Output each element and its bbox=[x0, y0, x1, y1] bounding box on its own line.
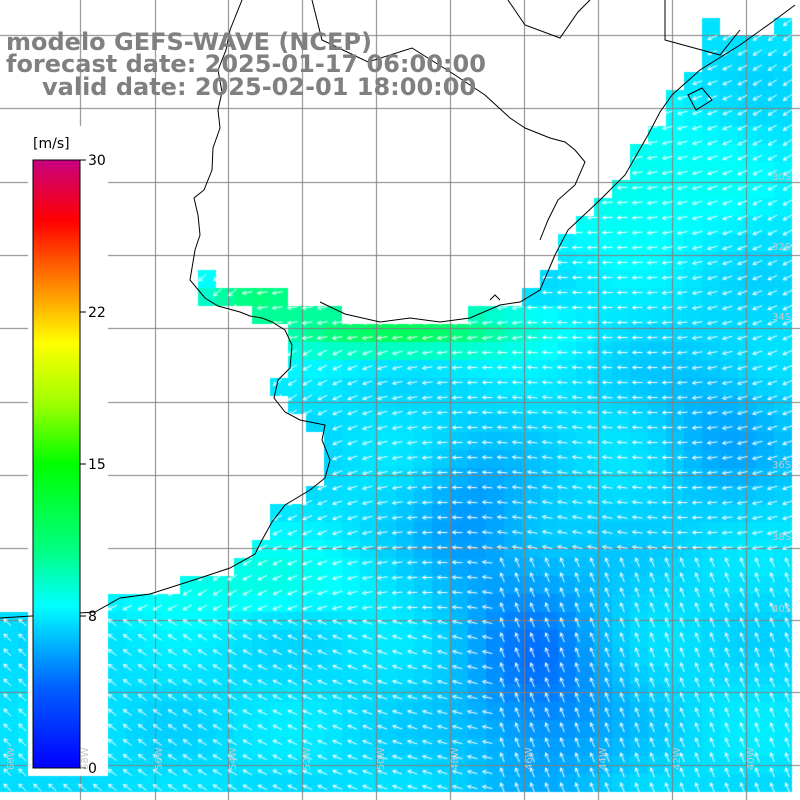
lon-label: 48W bbox=[450, 747, 461, 770]
colorbar-unit: [m/s] bbox=[33, 136, 70, 152]
colorbar-tick-label: 0 bbox=[88, 761, 97, 777]
border-line bbox=[507, 0, 591, 39]
lon-label: 54W bbox=[228, 747, 239, 770]
lon-label: 60W bbox=[6, 747, 17, 770]
colorbar-tick-label: 15 bbox=[88, 457, 106, 473]
lon-label: 50W bbox=[376, 747, 387, 770]
lon-label: 42W bbox=[672, 747, 683, 770]
colorbar-tick-label: 8 bbox=[88, 609, 97, 625]
lon-label: 58W bbox=[80, 747, 91, 770]
colorbar-tick-label: 30 bbox=[88, 153, 106, 169]
colorbar-tick-label: 22 bbox=[88, 305, 106, 321]
lon-label: 46W bbox=[524, 747, 535, 770]
coastline bbox=[319, 4, 796, 323]
border-line bbox=[311, 0, 586, 241]
border-line bbox=[687, 87, 713, 111]
colorbar-gradient bbox=[32, 159, 81, 769]
title-line-3: valid date: 2025-02-01 18:00:00 bbox=[42, 73, 476, 101]
coastline bbox=[0, 0, 331, 619]
lat-label: 34S bbox=[772, 312, 791, 323]
title-line-1: modelo GEFS-WAVE (NCEP) bbox=[6, 28, 372, 56]
lat-label: 32S bbox=[772, 242, 791, 253]
lat-label: 30S bbox=[772, 172, 791, 183]
border-line bbox=[489, 294, 501, 301]
title-line-2: forecast date: 2025-01-17 06:00:00 bbox=[6, 50, 486, 78]
lon-label: 56W bbox=[154, 747, 165, 770]
lon-label: 40W bbox=[746, 747, 757, 770]
right-axis-labels: 30S 32S 34S 36S 38S 40S bbox=[772, 172, 791, 615]
border-line bbox=[664, 0, 741, 56]
lon-label: 52W bbox=[302, 747, 313, 770]
bottom-axis-labels: 60W 58W 56W 54W 52W 50W 48W 46W 44W 42W … bbox=[6, 747, 757, 770]
lon-label: 44W bbox=[598, 747, 609, 770]
colorbar: [m/s] 30 22 15 8 0 bbox=[30, 128, 106, 777]
lat-label: 38S bbox=[772, 532, 791, 543]
lat-label: 40S bbox=[772, 604, 791, 615]
lat-label: 36S bbox=[772, 460, 791, 471]
